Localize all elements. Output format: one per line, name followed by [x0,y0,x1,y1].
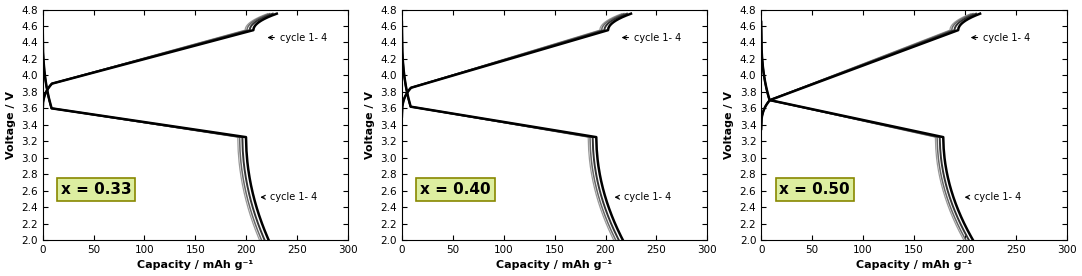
Text: cycle 1- 4: cycle 1- 4 [623,33,682,43]
Text: cycle 1- 4: cycle 1- 4 [268,33,327,43]
Text: x = 0.33: x = 0.33 [61,182,132,197]
Y-axis label: Voltage / V: Voltage / V [724,91,734,159]
Text: cycle 1- 4: cycle 1- 4 [262,192,317,202]
X-axis label: Capacity / mAh g⁻¹: Capacity / mAh g⁻¹ [856,261,972,270]
Text: x = 0.40: x = 0.40 [420,182,491,197]
Y-axis label: Voltage / V: Voltage / V [365,91,374,159]
X-axis label: Capacity / mAh g⁻¹: Capacity / mAh g⁻¹ [497,261,612,270]
Text: x = 0.50: x = 0.50 [779,182,850,197]
X-axis label: Capacity / mAh g⁻¹: Capacity / mAh g⁻¹ [137,261,253,270]
Text: cycle 1- 4: cycle 1- 4 [966,192,1021,202]
Text: cycle 1- 4: cycle 1- 4 [972,33,1030,43]
Text: cycle 1- 4: cycle 1- 4 [616,192,671,202]
Y-axis label: Voltage / V: Voltage / V [5,91,15,159]
